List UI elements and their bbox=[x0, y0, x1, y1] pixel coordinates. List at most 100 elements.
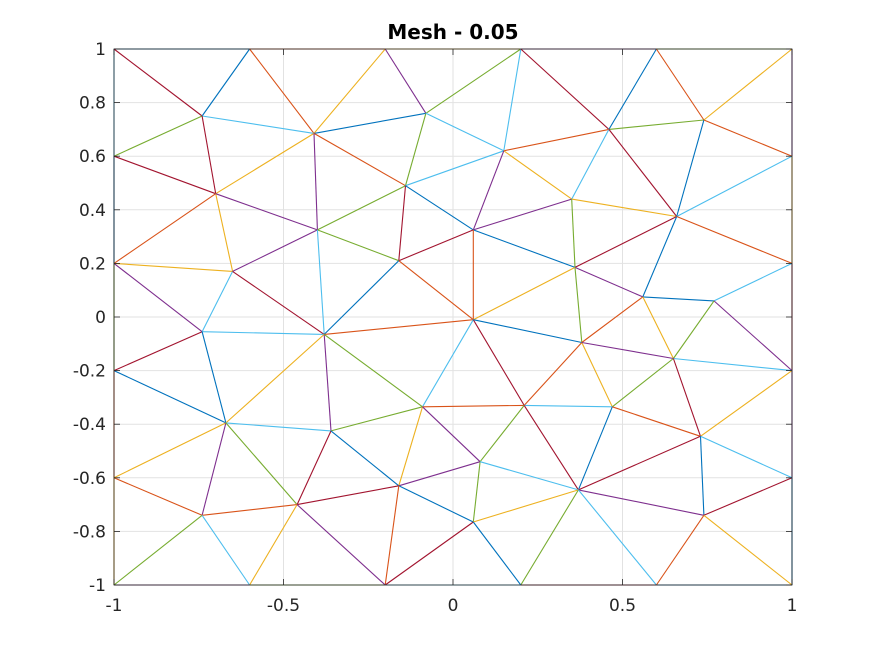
mesh-edge bbox=[422, 406, 481, 463]
mesh-edge bbox=[472, 461, 481, 523]
mesh-edge bbox=[676, 155, 793, 217]
mesh-edge bbox=[113, 48, 203, 117]
y-tick-label: 1 bbox=[95, 40, 106, 60]
mesh-edge bbox=[473, 198, 572, 231]
axis-ticks: -1 -0.5 0 0.5 1 -1 -0.8 -0.6 -0.4 -0.2 0 0.2 0.4 0.6 0… bbox=[73, 40, 798, 616]
mesh-edge bbox=[330, 430, 400, 487]
mesh-edge bbox=[713, 262, 793, 302]
mesh-edge bbox=[398, 406, 424, 486]
mesh-edge bbox=[398, 229, 474, 262]
mesh-edge bbox=[577, 489, 657, 586]
mesh-edge bbox=[422, 404, 525, 408]
mesh-edge bbox=[113, 155, 216, 195]
mesh-edge bbox=[642, 216, 678, 298]
mesh-edge bbox=[479, 405, 525, 463]
mesh-edge bbox=[642, 296, 715, 302]
x-tick-label: -1 bbox=[106, 596, 123, 616]
mesh-edge bbox=[676, 119, 705, 217]
x-tick-label: 1 bbox=[787, 596, 798, 616]
mesh-edge bbox=[113, 331, 203, 372]
mesh-edge bbox=[201, 331, 227, 424]
mesh-edge bbox=[571, 198, 677, 218]
mesh-edge bbox=[472, 521, 522, 586]
mesh-edge bbox=[473, 319, 582, 344]
mesh-edge bbox=[672, 300, 715, 359]
mesh-edge bbox=[384, 485, 400, 586]
mesh-edge bbox=[225, 422, 298, 505]
y-tick-label: -1 bbox=[89, 576, 106, 596]
mesh-edge bbox=[113, 262, 203, 333]
mesh-edge bbox=[520, 489, 579, 586]
mesh-edge bbox=[324, 319, 474, 335]
mesh-edge bbox=[202, 115, 315, 134]
mesh-edge bbox=[425, 112, 505, 152]
x-tick-label: -0.5 bbox=[267, 596, 300, 616]
mesh-edge bbox=[473, 489, 579, 523]
mesh-edge bbox=[384, 521, 474, 586]
mesh-edge bbox=[330, 406, 423, 432]
mesh-edge bbox=[472, 319, 525, 406]
mesh-edge bbox=[398, 185, 407, 261]
mesh-edge bbox=[672, 358, 702, 437]
mesh-edge bbox=[472, 150, 505, 231]
x-tick-label: 0 bbox=[448, 596, 459, 616]
mesh-edge bbox=[574, 216, 677, 268]
mesh-edge bbox=[713, 300, 793, 372]
mesh-edge bbox=[249, 48, 315, 134]
mesh-edge bbox=[642, 296, 674, 359]
mesh-edge bbox=[232, 229, 318, 272]
mesh-edge bbox=[404, 113, 427, 186]
mesh-edge bbox=[225, 422, 332, 432]
mesh-edge bbox=[405, 185, 474, 231]
mesh-edge bbox=[655, 514, 705, 586]
mesh-edge bbox=[422, 319, 474, 408]
mesh-edge bbox=[201, 514, 251, 586]
mesh-edge bbox=[405, 150, 504, 187]
mesh-edge bbox=[113, 477, 203, 516]
mesh-edge bbox=[398, 260, 474, 321]
mesh-edge bbox=[581, 342, 613, 408]
mesh-edge bbox=[523, 405, 579, 491]
mesh-edge bbox=[398, 461, 481, 487]
mesh-edge bbox=[313, 133, 318, 230]
mesh-edge bbox=[113, 370, 227, 424]
y-tick-label: -0.4 bbox=[73, 415, 106, 435]
mesh-edge bbox=[425, 48, 522, 114]
mesh-edge bbox=[578, 489, 705, 516]
mesh-edge bbox=[479, 461, 579, 491]
mesh-edge bbox=[313, 48, 386, 134]
mesh-edge bbox=[608, 119, 704, 130]
mesh-edge bbox=[503, 150, 573, 200]
mesh-edge bbox=[503, 128, 610, 152]
mesh-edge bbox=[201, 48, 251, 117]
mesh-edge bbox=[201, 422, 227, 516]
mesh-edge bbox=[700, 370, 793, 437]
chart-title: Mesh - 0.05 bbox=[387, 20, 518, 44]
mesh-edge bbox=[523, 342, 583, 406]
mesh-edge bbox=[703, 48, 793, 121]
mesh-edge bbox=[215, 193, 318, 231]
mesh-edge bbox=[113, 115, 203, 157]
mesh-edge bbox=[703, 514, 793, 586]
mesh-edge bbox=[215, 193, 234, 272]
mesh-edge bbox=[296, 504, 386, 586]
mesh-edge bbox=[574, 266, 644, 298]
mesh-edge bbox=[473, 266, 576, 321]
y-tick-label: -0.2 bbox=[73, 362, 106, 382]
y-tick-label: 0.4 bbox=[79, 201, 106, 221]
mesh-edge bbox=[612, 406, 701, 437]
mesh-edge bbox=[313, 112, 426, 134]
mesh-edge bbox=[249, 504, 298, 586]
mesh-edge bbox=[113, 193, 217, 264]
mesh-edge bbox=[316, 229, 325, 335]
y-tick-label: 0.6 bbox=[79, 147, 106, 167]
mesh-edge bbox=[232, 270, 325, 335]
mesh-edge bbox=[571, 199, 576, 268]
mesh-edge bbox=[384, 48, 427, 114]
mesh-edge bbox=[225, 333, 325, 424]
mesh-edge bbox=[296, 430, 332, 505]
mesh-edge bbox=[703, 119, 793, 157]
mesh-edge bbox=[473, 229, 576, 268]
